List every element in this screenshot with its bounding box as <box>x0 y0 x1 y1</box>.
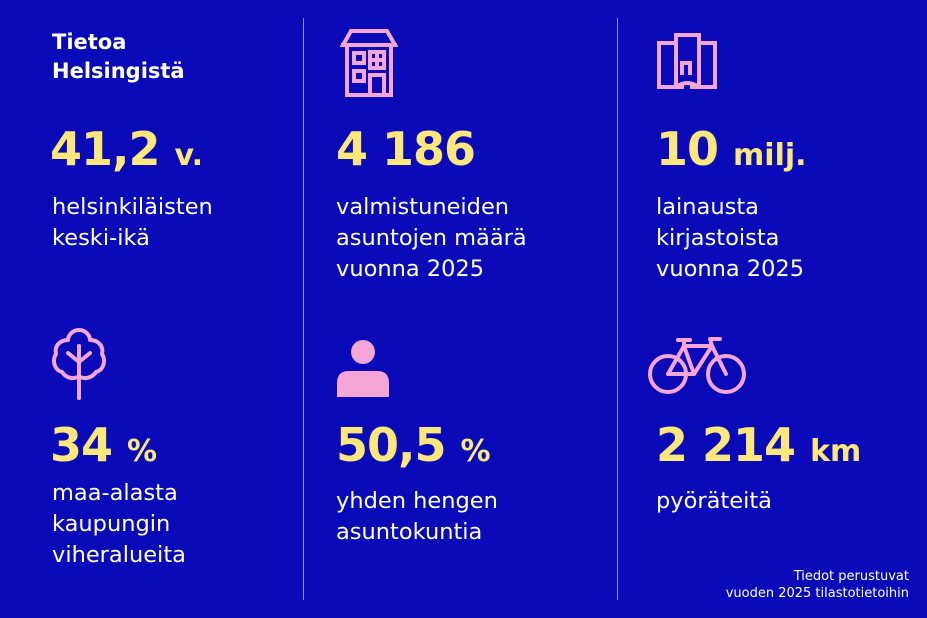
stat-label-library-loans: lainausta kirjastoista vuonna 2025 <box>656 192 804 285</box>
person-icon <box>337 340 389 397</box>
stat-label-line: asuntokuntia <box>336 519 483 545</box>
stat-label-line: valmistuneiden <box>336 194 510 220</box>
stat-label-single-households: yhden hengen asuntokuntia <box>336 486 498 548</box>
stat-label-line: lainausta <box>656 194 759 220</box>
stat-label-line: yhden hengen <box>336 488 498 514</box>
stat-label-median-age: helsinkiläisten keski-ikä <box>52 192 213 254</box>
title-line-1: Tietoa <box>52 30 127 54</box>
footnote-line-2: vuoden 2025 tilastotietoihin <box>725 586 909 601</box>
stat-label-line: vuonna 2025 <box>336 256 485 282</box>
page-title: Tietoa Helsingistä <box>52 28 185 86</box>
book-icon <box>657 33 717 89</box>
stat-unit: km <box>810 434 862 469</box>
footnote: Tiedot perustuvat vuoden 2025 tilastotie… <box>726 568 909 602</box>
stat-label-line: kaupungin <box>52 511 171 537</box>
stat-number: 4 186 <box>336 122 476 176</box>
tree-icon <box>52 328 106 400</box>
stat-number: 34 <box>50 418 113 472</box>
stat-label-bike-paths: pyöräteitä <box>656 486 772 517</box>
stat-value-median-age: 41,2 v. <box>50 124 203 181</box>
stat-label-line: maa-alasta <box>52 480 178 506</box>
building-icon <box>339 29 399 97</box>
stat-value-bike-paths: 2 214 km <box>656 420 861 477</box>
stat-value-completed-homes: 4 186 <box>336 122 476 176</box>
title-line-2: Helsingistä <box>52 59 185 83</box>
stat-label-line: keski-ikä <box>52 225 150 251</box>
stat-unit: % <box>460 434 491 469</box>
stat-label-completed-homes: valmistuneiden asuntojen määrä vuonna 20… <box>336 192 527 285</box>
bicycle-icon <box>648 337 746 394</box>
stat-unit: milj. <box>733 138 807 173</box>
stat-number: 2 214 <box>656 418 796 472</box>
stat-value-single-households: 50,5 % <box>336 420 491 477</box>
stat-unit: % <box>127 434 158 469</box>
footnote-line-1: Tiedot perustuvat <box>793 569 909 584</box>
column-divider-right <box>617 18 618 600</box>
stat-label-line: vuonna 2025 <box>656 256 805 282</box>
column-divider-left <box>303 18 304 600</box>
stat-value-green-areas: 34 % <box>50 420 157 477</box>
stat-number: 10 <box>656 122 719 176</box>
stat-label-line: helsinkiläisten <box>52 194 213 220</box>
stat-number: 41,2 <box>50 122 160 176</box>
stat-unit: v. <box>174 138 204 173</box>
stat-value-library-loans: 10 milj. <box>656 124 807 181</box>
stat-number: 50,5 <box>336 418 446 472</box>
stat-label-line: kirjastoista <box>656 225 780 251</box>
stat-label-green-areas: maa-alasta kaupungin viheralueita <box>52 478 186 571</box>
stat-label-line: pyöräteitä <box>656 488 772 514</box>
stat-label-line: asuntojen määrä <box>336 225 527 251</box>
stat-label-line: viheralueita <box>52 542 186 568</box>
